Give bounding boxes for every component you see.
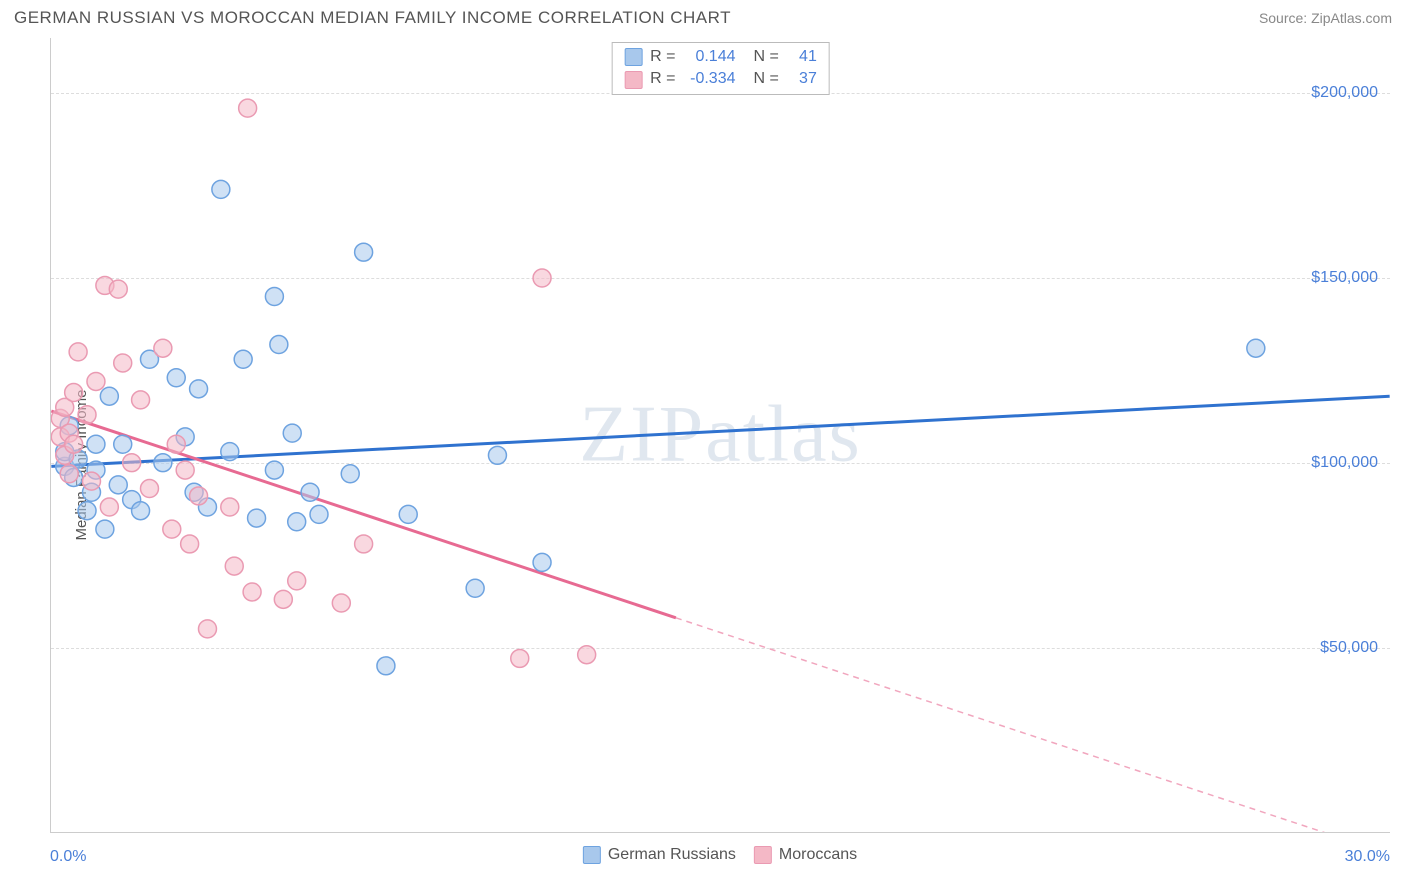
legend-bottom: German Russians Moroccans bbox=[583, 846, 857, 864]
stat-n-value: 37 bbox=[787, 68, 817, 90]
x-tick-label: 0.0% bbox=[50, 848, 86, 866]
legend-item: German Russians bbox=[583, 846, 736, 864]
chart-header: GERMAN RUSSIAN VS MOROCCAN MEDIAN FAMILY… bbox=[0, 0, 1406, 32]
stats-row: R = 0.144 N = 41 bbox=[624, 46, 817, 68]
chart-title: GERMAN RUSSIAN VS MOROCCAN MEDIAN FAMILY… bbox=[14, 8, 731, 28]
stats-row: R = -0.334 N = 37 bbox=[624, 68, 817, 90]
legend-swatch bbox=[754, 846, 772, 864]
x-axis: German Russians Moroccans 0.0% 30.0% bbox=[50, 838, 1390, 883]
stat-n-value: 41 bbox=[787, 46, 817, 68]
stat-r-value: -0.334 bbox=[684, 68, 736, 90]
stat-n-label: N = bbox=[754, 68, 779, 90]
chart-area: Median Family Income ZIPatlas R =0.144N … bbox=[0, 38, 1406, 892]
plot-region: ZIPatlas R =0.144N =41R =-0.334N =37 $50… bbox=[50, 38, 1390, 833]
stat-r-label: R = bbox=[650, 46, 675, 68]
series-swatch bbox=[624, 71, 642, 89]
legend-swatch bbox=[583, 846, 601, 864]
stat-r-value: 0.144 bbox=[684, 46, 736, 68]
legend-item: Moroccans bbox=[754, 846, 857, 864]
source-attribution: Source: ZipAtlas.com bbox=[1259, 10, 1392, 26]
legend-label: Moroccans bbox=[779, 846, 857, 864]
series-swatch bbox=[624, 48, 642, 66]
legend-label: German Russians bbox=[608, 846, 736, 864]
scatter-svg bbox=[51, 38, 1390, 832]
stat-n-label: N = bbox=[754, 46, 779, 68]
stat-r-label: R = bbox=[650, 68, 675, 90]
correlation-stats-box: R = 0.144 N = 41 R = -0.334 N = 37 bbox=[611, 42, 830, 95]
x-tick-label: 30.0% bbox=[1345, 848, 1390, 866]
